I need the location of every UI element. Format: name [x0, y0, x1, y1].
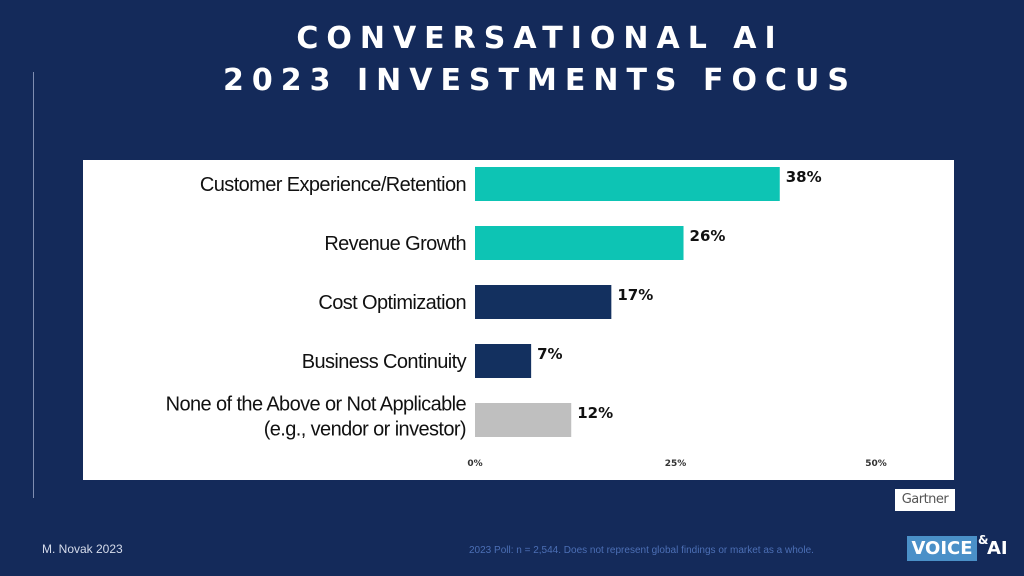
- slide-title: CONVERSATIONAL AI 2023 INVESTMENTS FOCUS: [0, 18, 1024, 102]
- gartner-badge: Gartner: [895, 489, 955, 511]
- bar-3: [475, 344, 532, 378]
- value-label-3: 7%: [537, 345, 562, 363]
- bar-chart: 38% Customer Experience/Retention 26% Reven…: [166, 167, 887, 469]
- bar-4: [475, 403, 572, 437]
- x-tick-label-0: 0%: [467, 459, 482, 469]
- category-label-0: Customer Experience/Retention: [200, 174, 466, 196]
- category-label-1: Revenue Growth: [324, 233, 466, 255]
- voice-ai-logo: VOICE & AI: [907, 533, 1013, 561]
- category-label-2: Cost Optimization: [318, 292, 466, 314]
- title-line-1: CONVERSATIONAL AI: [296, 21, 784, 56]
- title-line-2: 2023 INVESTMENTS FOCUS: [223, 63, 857, 98]
- logo-ampersand: &: [978, 533, 989, 547]
- value-label-2: 17%: [617, 286, 653, 304]
- category-label-3: Business Continuity: [302, 351, 467, 373]
- value-label-4: 12%: [577, 404, 613, 422]
- category-label-4-line-1: (e.g., vendor or investor): [264, 419, 466, 441]
- bar-2: [475, 285, 612, 319]
- author-credit: M. Novak 2023: [42, 542, 123, 556]
- value-label-0: 38%: [786, 168, 822, 186]
- bar-1: [475, 226, 684, 260]
- bar-0: [475, 167, 780, 201]
- decorative-divider: [33, 72, 34, 498]
- logo-ai-text: AI: [987, 538, 1008, 559]
- x-tick-label-1: 25%: [665, 459, 687, 469]
- logo-voice-text: VOICE: [907, 536, 977, 561]
- x-tick-label-2: 50%: [865, 459, 887, 469]
- chart-panel: 38% Customer Experience/Retention 26% Reven…: [83, 160, 954, 480]
- category-label-4-line-0: None of the Above or Not Applicable: [166, 394, 467, 416]
- value-label-1: 26%: [690, 227, 726, 245]
- footnote: 2023 Poll: n = 2,544. Does not represent…: [469, 545, 814, 556]
